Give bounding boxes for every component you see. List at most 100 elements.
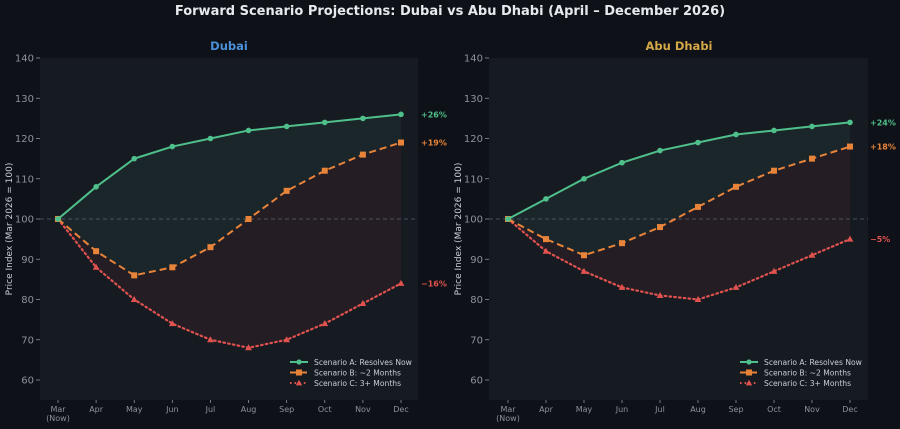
legend-label: Scenario B: ~2 Months	[314, 369, 401, 378]
data-point	[657, 224, 663, 231]
x-tick-label-line: Aug	[241, 405, 257, 414]
legend-marker	[746, 369, 752, 376]
x-tick-label: Oct	[767, 405, 781, 414]
x-tick-label-line: Oct	[767, 405, 781, 414]
series-line	[506, 217, 852, 301]
x-tick-label-line: (Now)	[46, 414, 70, 423]
x-tick-label-line: Jun	[165, 405, 179, 414]
x-tick-label: Jun	[615, 405, 629, 414]
data-point	[771, 127, 777, 134]
legend-label: Scenario B: ~2 Months	[764, 369, 851, 378]
legend-marker	[296, 359, 302, 365]
y-tick-label: 90	[470, 255, 483, 266]
x-tick-label: Nov	[804, 405, 820, 414]
data-point	[169, 143, 176, 150]
series-line	[507, 121, 851, 220]
legend: Scenario A: Resolves Now Scenario B: ~2 M…	[290, 358, 412, 388]
x-tick-label: Dec	[842, 405, 857, 414]
data-point	[619, 159, 625, 166]
panel-abu-dhabi: Abu Dhabi 60 70 80 90 100 110 120 130 140 Price In…	[454, 39, 896, 423]
x-tick-label-line: Apr	[539, 405, 554, 414]
data-point	[92, 263, 100, 270]
series-square	[505, 143, 853, 259]
series-line	[56, 217, 403, 349]
y-tick-label: 70	[21, 335, 34, 346]
data-point	[542, 247, 550, 254]
data-point	[283, 336, 291, 343]
data-point	[207, 244, 214, 251]
x-tick-label: Jul	[654, 405, 665, 414]
legend-label: Scenario A: Resolves Now	[314, 358, 412, 367]
y-tick-label: 100	[15, 215, 34, 226]
data-point	[770, 267, 778, 274]
x-tick-label: Mar (Now)	[496, 405, 520, 423]
data-point	[130, 296, 138, 302]
y-tick-label: 100	[464, 215, 483, 226]
panel-title: Dubai	[210, 39, 248, 53]
x-tick-label-line: May	[576, 405, 593, 414]
x-tick-label-line: Oct	[318, 405, 332, 414]
data-point	[695, 203, 701, 210]
data-point	[321, 320, 329, 327]
x-tick-label-line: Sep	[728, 405, 743, 414]
end-label: +19%	[421, 139, 447, 148]
data-point	[93, 248, 100, 255]
data-point	[398, 139, 404, 146]
x-tick-label: Apr	[89, 405, 104, 414]
data-point	[656, 291, 664, 298]
fill-a-b	[58, 114, 401, 276]
x-tick-label-line: (Now)	[496, 414, 520, 423]
data-point	[809, 123, 815, 130]
data-point	[581, 252, 587, 259]
fill-b-c	[508, 146, 850, 300]
data-point	[283, 123, 290, 130]
data-point	[131, 155, 138, 162]
data-point	[808, 251, 816, 258]
data-point	[657, 147, 663, 154]
data-point	[732, 283, 740, 290]
x-tick-label: Oct	[318, 405, 332, 414]
y-tick-label: 130	[464, 94, 483, 105]
y-tick-label: 90	[21, 255, 34, 266]
panel-title: Abu Dhabi	[646, 39, 713, 53]
data-point	[847, 119, 853, 126]
x-tick-label: Nov	[355, 405, 371, 414]
data-point	[207, 336, 214, 343]
data-point	[846, 235, 854, 242]
legend-marker	[296, 369, 302, 376]
x-tick-label-line: Apr	[89, 405, 104, 414]
x-tick-label: May	[576, 405, 593, 414]
x-tick-label-line: May	[126, 405, 143, 414]
data-point	[618, 283, 626, 290]
data-point	[694, 296, 702, 302]
x-tick-label-line: Jul	[654, 405, 665, 414]
data-point	[398, 111, 404, 118]
fill-a-b	[508, 122, 850, 256]
y-tick-label: 140	[15, 54, 34, 65]
x-tick-label: Sep	[728, 405, 743, 414]
series-circle	[55, 111, 404, 222]
y-tick-label: 130	[15, 94, 34, 105]
x-tick-label: Apr	[539, 405, 554, 414]
data-point	[359, 151, 366, 158]
data-point	[543, 236, 549, 243]
x-tick-label: Jun	[165, 405, 179, 414]
data-point	[695, 139, 701, 146]
data-point	[733, 131, 739, 138]
end-label: +26%	[421, 110, 447, 119]
data-point	[580, 267, 588, 274]
data-point	[809, 155, 815, 162]
end-label: −16%	[421, 279, 447, 288]
legend-marker	[295, 379, 303, 386]
data-point	[93, 184, 99, 190]
data-point	[245, 127, 252, 134]
x-tick-label: Aug	[690, 405, 706, 414]
y-tick-label: 120	[464, 134, 483, 145]
data-point	[283, 187, 290, 194]
data-point	[619, 240, 625, 247]
data-point	[771, 167, 777, 174]
legend-label: Scenario A: Resolves Now	[764, 358, 862, 367]
data-point	[733, 183, 739, 190]
series-circle	[505, 119, 853, 222]
data-point	[168, 320, 176, 327]
